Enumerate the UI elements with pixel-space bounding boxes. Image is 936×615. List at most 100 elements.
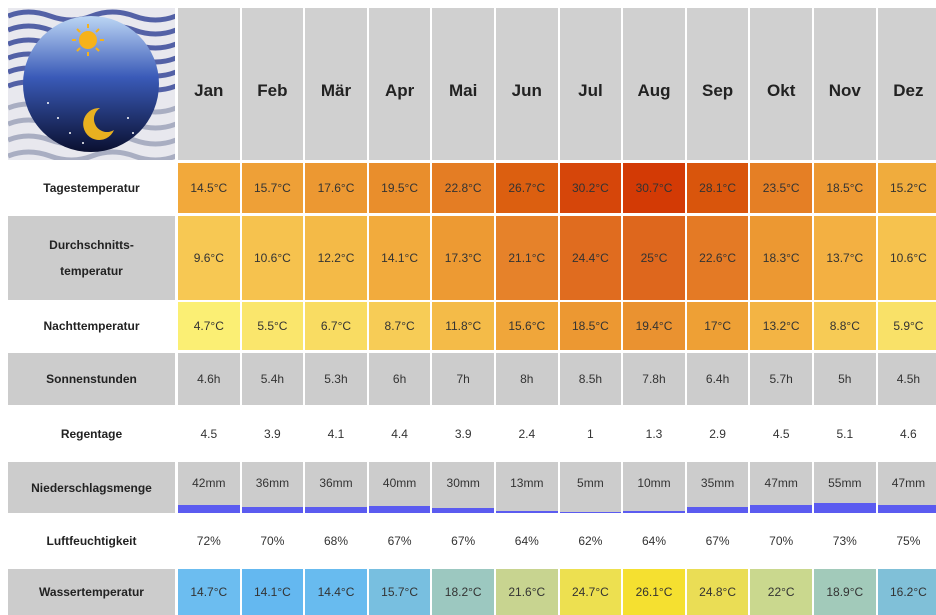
value-cell: 35mm [687, 462, 749, 513]
value-cell: 30.7°C [623, 163, 685, 213]
value-cell: 64% [496, 515, 558, 567]
value-cell: 15.7°C [242, 163, 304, 213]
value-cell: 4.5 [178, 408, 240, 460]
value-cell: 19.5°C [369, 163, 431, 213]
value-cell: 5h [814, 353, 876, 405]
precipitation-bar [305, 507, 367, 513]
value-cell: 6.7°C [305, 302, 367, 350]
precipitation-bar [814, 503, 876, 513]
value-cell: 24.4°C [560, 216, 622, 300]
row-label: Regentage [8, 408, 175, 460]
value-cell: 26.1°C [623, 569, 685, 615]
value-cell: 64% [623, 515, 685, 567]
value-cell: 18.3°C [750, 216, 812, 300]
value-cell: 67% [687, 515, 749, 567]
precipitation-bar [560, 512, 622, 513]
month-header: Sep [687, 8, 749, 160]
month-header: Okt [750, 8, 812, 160]
month-header: Apr [369, 8, 431, 160]
value-cell: 22.6°C [687, 216, 749, 300]
precipitation-bar [878, 505, 936, 513]
value-cell: 5.4h [242, 353, 304, 405]
precipitation-bar [432, 508, 494, 513]
value-cell: 70% [750, 515, 812, 567]
value-cell: 17°C [687, 302, 749, 350]
value-cell: 26.7°C [496, 163, 558, 213]
value-cell: 14.1°C [242, 569, 304, 615]
value-cell: 16.2°C [878, 569, 936, 615]
climate-icon [8, 8, 175, 160]
month-header: Nov [814, 8, 876, 160]
value-cell: 4.5h [878, 353, 936, 405]
value-cell: 70% [242, 515, 304, 567]
value-cell: 5.1 [814, 408, 876, 460]
row-label: Durchschnitts- temperatur [8, 216, 175, 300]
value-cell: 12.2°C [305, 216, 367, 300]
value-cell: 3.9 [242, 408, 304, 460]
value-cell: 40mm [369, 462, 431, 513]
value-cell: 15.6°C [496, 302, 558, 350]
value-cell: 13.7°C [814, 216, 876, 300]
value-cell: 15.2°C [878, 163, 936, 213]
value-cell: 72% [178, 515, 240, 567]
value-cell: 30.2°C [560, 163, 622, 213]
value-cell: 5.9°C [878, 302, 936, 350]
value-cell: 13mm [496, 462, 558, 513]
value-cell: 25°C [623, 216, 685, 300]
value-cell: 2.9 [687, 408, 749, 460]
month-header: Mai [432, 8, 494, 160]
value-cell: 21.1°C [496, 216, 558, 300]
value-cell: 55mm [814, 462, 876, 513]
value-cell: 14.7°C [178, 569, 240, 615]
month-header: Mär [305, 8, 367, 160]
value-cell: 4.6h [178, 353, 240, 405]
value-cell: 67% [369, 515, 431, 567]
value-cell: 24.8°C [687, 569, 749, 615]
precipitation-bar [750, 505, 812, 513]
value-cell: 14.1°C [369, 216, 431, 300]
precipitation-bar [687, 507, 749, 513]
value-cell: 22.8°C [432, 163, 494, 213]
month-header: Jun [496, 8, 558, 160]
row-label: Niederschlagsmenge [8, 462, 175, 513]
precipitation-bar [623, 511, 685, 513]
value-cell: 47mm [750, 462, 812, 513]
value-cell: 4.4 [369, 408, 431, 460]
value-cell: 5.7h [750, 353, 812, 405]
value-cell: 5mm [560, 462, 622, 513]
value-cell: 17.3°C [432, 216, 494, 300]
value-cell: 1.3 [623, 408, 685, 460]
row-label: Sonnenstunden [8, 353, 175, 405]
value-cell: 3.9 [432, 408, 494, 460]
value-cell: 1 [560, 408, 622, 460]
row-label: Wassertemperatur [8, 569, 175, 615]
value-cell: 68% [305, 515, 367, 567]
value-cell: 10mm [623, 462, 685, 513]
precipitation-bar [496, 511, 558, 513]
row-label: Tagestemperatur [8, 163, 175, 213]
month-header: Dez [878, 8, 936, 160]
value-cell: 5.3h [305, 353, 367, 405]
value-cell: 8.8°C [814, 302, 876, 350]
value-cell: 19.4°C [623, 302, 685, 350]
value-cell: 8h [496, 353, 558, 405]
value-cell: 22°C [750, 569, 812, 615]
month-header: Aug [623, 8, 685, 160]
value-cell: 15.7°C [369, 569, 431, 615]
month-header: Feb [242, 8, 304, 160]
value-cell: 9.6°C [178, 216, 240, 300]
value-cell: 47mm [878, 462, 936, 513]
value-cell: 4.7°C [178, 302, 240, 350]
value-cell: 4.6 [878, 408, 936, 460]
value-cell: 8.7°C [369, 302, 431, 350]
value-cell: 7h [432, 353, 494, 405]
value-cell: 13.2°C [750, 302, 812, 350]
value-cell: 36mm [305, 462, 367, 513]
value-cell: 75% [878, 515, 936, 567]
value-cell: 24.7°C [560, 569, 622, 615]
value-cell: 6h [369, 353, 431, 405]
value-cell: 18.5°C [560, 302, 622, 350]
climate-table: JanFebMärAprMaiJunJulAugSepOktNovDezTage… [0, 0, 936, 615]
value-cell: 73% [814, 515, 876, 567]
precipitation-bar [178, 505, 240, 513]
